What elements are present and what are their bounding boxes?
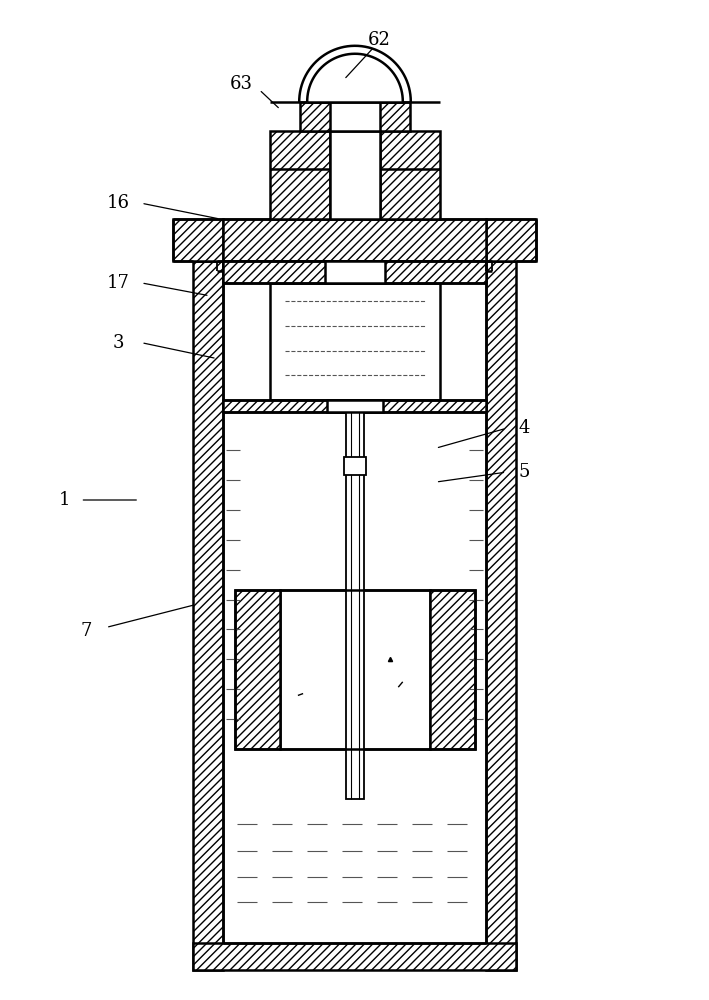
Text: 3: 3 bbox=[112, 334, 123, 352]
Bar bbox=[486, 261, 516, 970]
Bar bbox=[193, 261, 223, 970]
Bar bbox=[235, 590, 280, 749]
Text: 7: 7 bbox=[80, 622, 92, 640]
Bar bbox=[327, 400, 383, 412]
Bar bbox=[380, 131, 440, 219]
Bar bbox=[235, 590, 474, 749]
Text: 16: 16 bbox=[106, 194, 130, 212]
Text: 5: 5 bbox=[518, 463, 530, 481]
Bar bbox=[325, 261, 385, 283]
Bar bbox=[344, 457, 366, 475]
Text: 4: 4 bbox=[518, 419, 530, 437]
Bar bbox=[223, 261, 486, 283]
Text: 63: 63 bbox=[230, 75, 253, 93]
Bar bbox=[486, 219, 536, 261]
Bar bbox=[223, 219, 486, 261]
Bar bbox=[270, 131, 330, 219]
Bar bbox=[330, 131, 380, 219]
Bar bbox=[223, 400, 486, 412]
Bar bbox=[193, 943, 516, 970]
Bar bbox=[346, 412, 364, 799]
Text: 17: 17 bbox=[106, 274, 129, 292]
Bar bbox=[270, 283, 440, 400]
Text: 1: 1 bbox=[59, 491, 71, 509]
Polygon shape bbox=[307, 54, 403, 102]
Bar bbox=[280, 590, 430, 749]
Bar bbox=[300, 102, 410, 131]
Text: 62: 62 bbox=[368, 31, 391, 49]
Bar bbox=[173, 219, 223, 261]
Bar bbox=[330, 102, 380, 131]
Bar bbox=[430, 590, 474, 749]
